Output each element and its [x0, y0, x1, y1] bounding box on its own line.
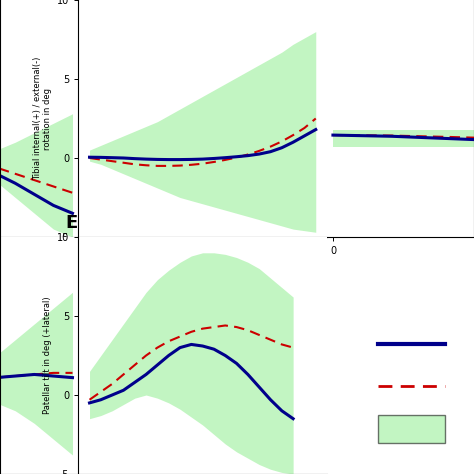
X-axis label: Flexion in deg: Flexion in deg [168, 260, 237, 270]
Text: E: E [66, 214, 78, 232]
Y-axis label: Patellar tilt in deg (+lateral): Patellar tilt in deg (+lateral) [43, 297, 52, 414]
FancyBboxPatch shape [378, 415, 445, 443]
Y-axis label: Tibial internal(+) / external(-)
rotation in deg: Tibial internal(+) / external(-) rotatio… [33, 57, 52, 180]
